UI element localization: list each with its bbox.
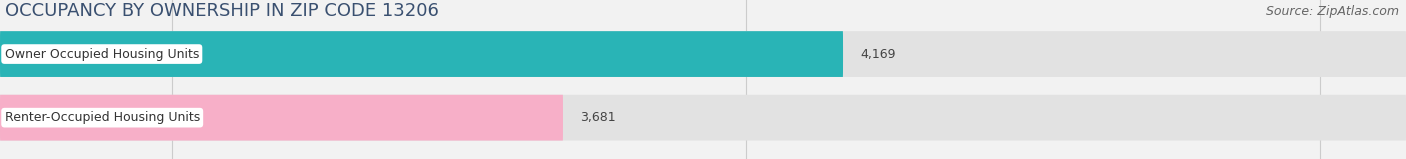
FancyBboxPatch shape [0, 95, 1406, 141]
FancyBboxPatch shape [0, 31, 844, 77]
FancyBboxPatch shape [0, 95, 562, 141]
Text: Renter-Occupied Housing Units: Renter-Occupied Housing Units [4, 111, 200, 124]
FancyBboxPatch shape [0, 31, 1406, 77]
Text: Source: ZipAtlas.com: Source: ZipAtlas.com [1265, 5, 1399, 18]
Text: Owner Occupied Housing Units: Owner Occupied Housing Units [4, 48, 200, 61]
Text: OCCUPANCY BY OWNERSHIP IN ZIP CODE 13206: OCCUPANCY BY OWNERSHIP IN ZIP CODE 13206 [4, 2, 439, 20]
Text: 3,681: 3,681 [581, 111, 616, 124]
Text: 4,169: 4,169 [860, 48, 896, 61]
